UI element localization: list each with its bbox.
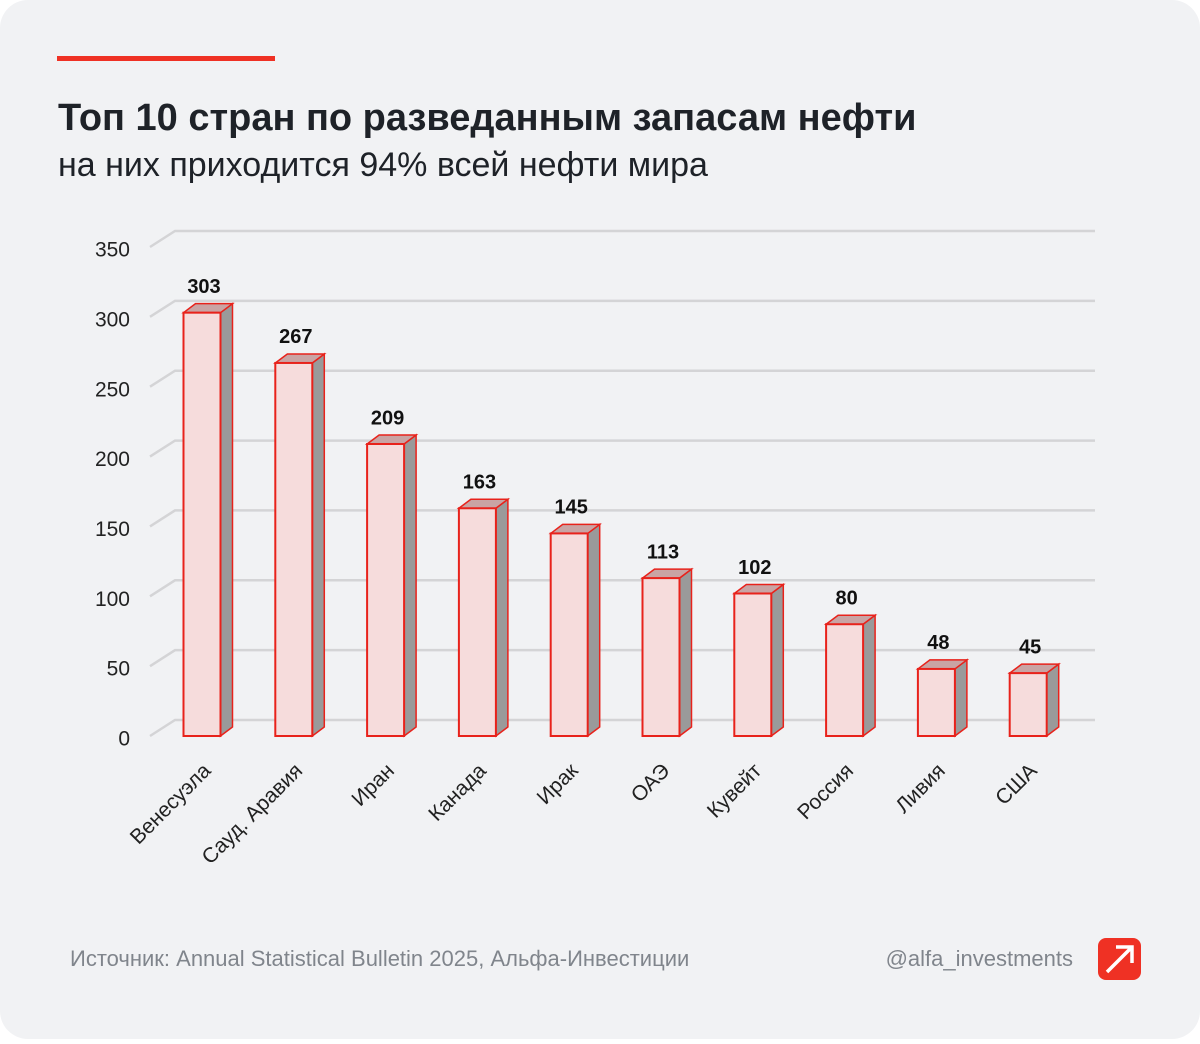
bar <box>733 592 773 738</box>
chart-subtitle: на них приходится 94% всей нефти мира <box>58 146 708 184</box>
accent-line <box>57 56 275 61</box>
grid-line <box>149 369 1095 388</box>
source: Источник: Annual Statistical Bulletin 20… <box>70 946 689 971</box>
bar-side <box>862 613 876 738</box>
y-tick-label: 300 <box>95 308 130 331</box>
bar <box>366 442 406 737</box>
y-tick-label: 150 <box>95 518 130 541</box>
value-label: 45 <box>1019 636 1041 658</box>
bar-side <box>954 658 968 738</box>
grid-line <box>149 229 1095 249</box>
value-label: 102 <box>738 557 771 579</box>
bar-side <box>586 522 601 738</box>
grid-line <box>149 579 1095 598</box>
bar <box>1008 672 1048 738</box>
value-label: 48 <box>927 632 949 654</box>
value-label: 267 <box>279 326 312 348</box>
value-label: 145 <box>555 497 588 519</box>
bar-side <box>311 352 326 738</box>
bar <box>641 577 681 737</box>
bar <box>274 361 314 737</box>
grid-line <box>149 718 1095 738</box>
grid-line <box>149 648 1095 668</box>
value-label: 209 <box>371 407 404 429</box>
chart-title: Топ 10 стран по разведанным запасам нефт… <box>58 97 916 139</box>
bar-side <box>678 567 693 738</box>
bar-side <box>403 433 417 738</box>
value-label: 80 <box>835 588 857 610</box>
y-tick-label: 350 <box>95 239 130 262</box>
grid-line <box>149 299 1095 318</box>
bar <box>825 623 865 738</box>
y-tick-label: 50 <box>107 658 130 681</box>
bar-side <box>219 302 234 738</box>
bar <box>457 507 497 737</box>
bar-side <box>1045 662 1060 738</box>
bar-side <box>770 582 785 738</box>
bar <box>549 532 589 738</box>
value-label: 303 <box>187 276 220 298</box>
grid-line <box>149 509 1095 528</box>
handle: @alfa_investments <box>886 946 1073 971</box>
y-tick-label: 0 <box>118 728 130 751</box>
value-label: 113 <box>647 541 679 563</box>
bar <box>916 667 956 737</box>
logo <box>1098 938 1141 980</box>
value-label: 163 <box>463 472 496 494</box>
y-tick-label: 250 <box>95 378 130 401</box>
bar <box>182 311 222 737</box>
y-tick-label: 100 <box>95 588 130 611</box>
grid-line <box>149 439 1095 458</box>
y-tick-label: 200 <box>95 448 130 471</box>
bar-side <box>495 497 509 738</box>
